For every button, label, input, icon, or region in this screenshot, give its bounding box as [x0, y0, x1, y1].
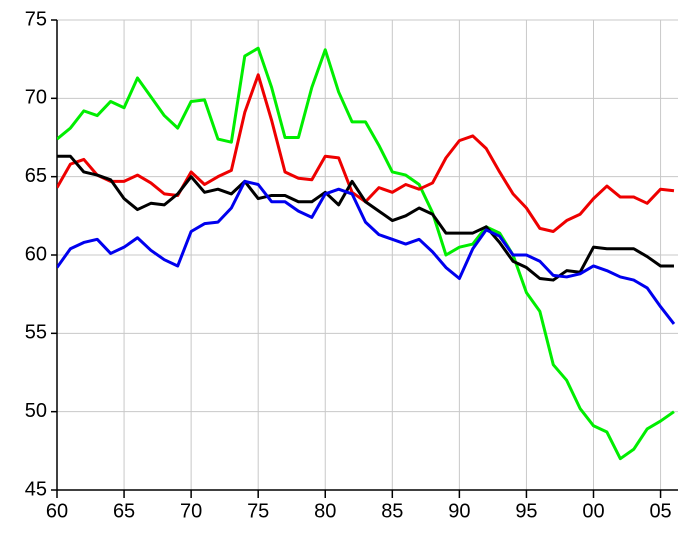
x-tick-label: 60	[46, 500, 68, 522]
y-tick-label: 55	[25, 322, 47, 344]
y-tick-label: 45	[25, 478, 47, 500]
x-tick-label: 90	[448, 500, 470, 522]
y-tick-label: 60	[25, 243, 47, 265]
x-tick-label: 95	[515, 500, 537, 522]
x-tick-label: 80	[314, 500, 336, 522]
x-tick-label: 65	[113, 500, 135, 522]
x-tick-label: 05	[649, 500, 671, 522]
x-tick-label: 00	[582, 500, 604, 522]
x-tick-label: 85	[381, 500, 403, 522]
series-line	[57, 154, 674, 282]
y-tick-label: 65	[25, 165, 47, 187]
y-tick-label: 50	[25, 400, 47, 422]
y-tick-label: 75	[25, 8, 47, 30]
x-tick-label: 75	[247, 500, 269, 522]
x-tick-label: 70	[180, 500, 202, 522]
y-tick-label: 70	[25, 87, 47, 109]
series-line	[57, 179, 676, 325]
series-line	[57, 46, 675, 461]
